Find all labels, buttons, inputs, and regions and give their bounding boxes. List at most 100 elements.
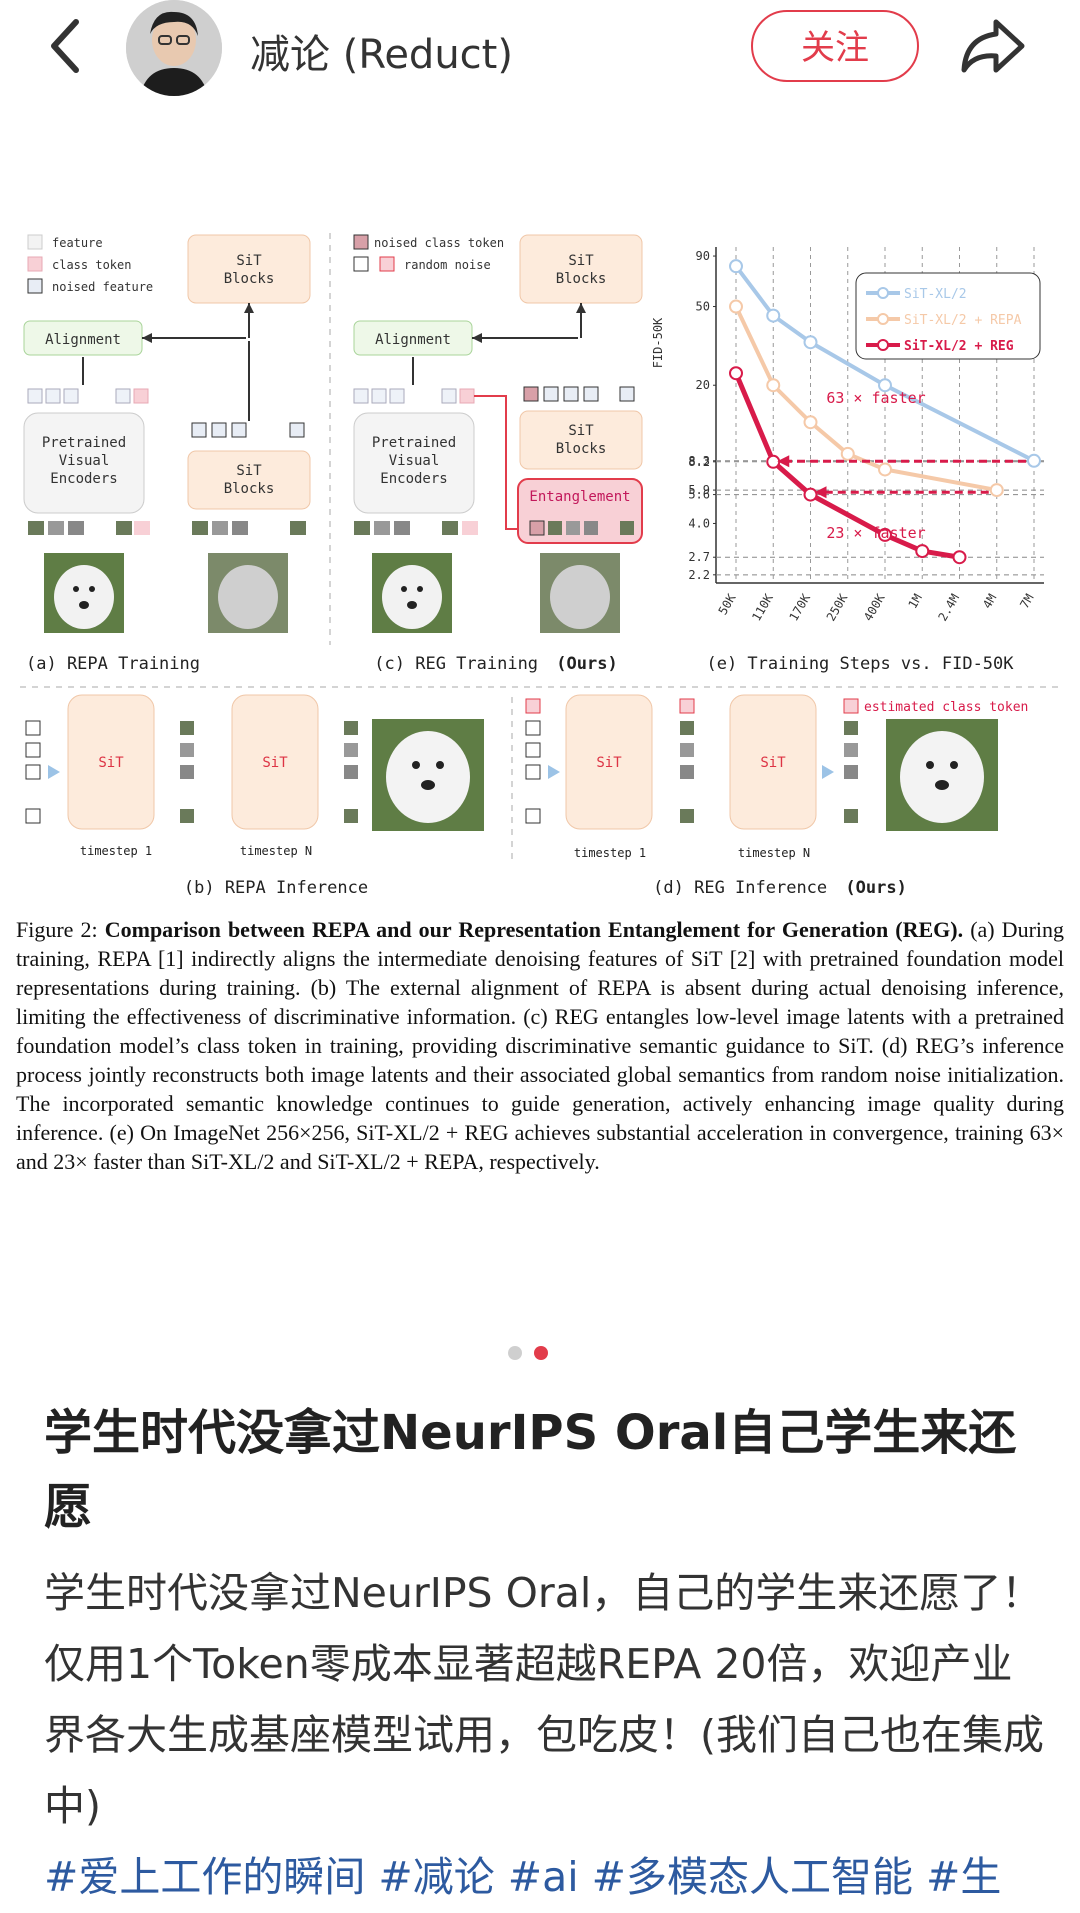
post-tags[interactable]: #爱上工作的瞬间 #减论 #ai #多模态人工智能 #生 xyxy=(44,1853,1002,1901)
data-point xyxy=(952,550,967,565)
share-button[interactable] xyxy=(956,14,1028,78)
svg-text:SiT: SiT xyxy=(760,755,786,771)
data-point xyxy=(766,378,781,393)
annotation-63x: 63 × faster xyxy=(826,389,925,407)
pager-dot-active[interactable] xyxy=(534,1346,548,1360)
data-point xyxy=(729,366,743,381)
y-tick-label: 50 xyxy=(696,300,710,314)
pager-dot[interactable] xyxy=(508,1346,522,1360)
y-tick-label: 4.0 xyxy=(688,516,710,530)
data-point xyxy=(840,446,855,461)
x-tick-label: 7M xyxy=(1017,592,1036,612)
dog-image-noised-a xyxy=(208,553,288,633)
svg-text:Pretrained: Pretrained xyxy=(372,435,456,451)
dog-image-a xyxy=(44,553,124,633)
arrow-head-63x xyxy=(777,455,790,468)
svg-text:Blocks: Blocks xyxy=(556,441,607,457)
y-tick-label: 2.7 xyxy=(688,550,710,564)
chevron-left-icon xyxy=(51,19,79,73)
data-point xyxy=(766,308,781,323)
entanglement-label: Entanglement xyxy=(529,489,630,505)
y-tick-label: 8.2 xyxy=(688,455,710,469)
svg-text:(d) REG Inference (Ours): (d) REG Inference (Ours) xyxy=(653,878,907,898)
username[interactable]: 减论 (Reduct) xyxy=(250,32,513,78)
svg-text:SiT: SiT xyxy=(262,755,288,771)
svg-text:Blocks: Blocks xyxy=(224,271,275,287)
legend-a: feature class token noised feature xyxy=(27,234,153,294)
svg-text:SiT: SiT xyxy=(98,755,124,771)
top-bar: 减论 (Reduct) 关注 xyxy=(0,0,1080,96)
series-line xyxy=(734,305,998,493)
svg-text:SiT: SiT xyxy=(568,423,594,439)
timestep-1-b: timestep 1 xyxy=(80,844,152,858)
y-tick-label: 20 xyxy=(696,378,710,392)
svg-text:Alignment: Alignment xyxy=(375,332,451,348)
svg-text:Blocks: Blocks xyxy=(224,481,275,497)
svg-text:Encoders: Encoders xyxy=(380,471,447,487)
legend-c: noised class token random noise xyxy=(353,234,504,272)
follow-button[interactable]: 关注 xyxy=(751,10,919,82)
data-point xyxy=(878,378,892,393)
reg-inference: SiT SiT estimated class token timestep 1… xyxy=(525,694,1028,860)
data-point xyxy=(989,483,1004,498)
figure-diagram: feature class token noised feature SiT B… xyxy=(16,233,1064,1174)
repa-inference: SiT SiT timestep 1 timestep N xyxy=(25,694,484,858)
svg-text:SiT: SiT xyxy=(596,755,622,771)
svg-text:Encoders: Encoders xyxy=(50,471,117,487)
legend-feature: feature xyxy=(52,236,103,250)
y-tick-label: 5.9 xyxy=(688,483,710,497)
data-point xyxy=(878,462,892,477)
share-icon xyxy=(961,19,1025,73)
timestep-n-b: timestep N xyxy=(240,844,312,858)
svg-text:SiT: SiT xyxy=(236,463,262,479)
legend-class-token: class token xyxy=(52,258,131,272)
chart-legend: SiT-XL/2 SiT-XL/2 + REPA SiT-XL/2 + REG xyxy=(855,272,1041,360)
back-button[interactable] xyxy=(40,14,96,78)
pretrained-encoders-a: Pretrained xyxy=(42,435,126,451)
data-point xyxy=(803,335,818,350)
timestep-n-d: timestep N xyxy=(738,846,810,860)
y-tick-label: 8.3 xyxy=(688,454,710,468)
svg-text:random noise: random noise xyxy=(404,258,491,272)
post-image[interactable]: feature class token noised feature SiT B… xyxy=(0,225,1080,1235)
caption-e: (e) Training Steps vs. FID-50K xyxy=(706,654,1014,674)
post-body: 学生时代没拿过NeurIPS Oral，自己的学生来还愿了！仅用1个Token零… xyxy=(44,1569,1044,1830)
data-point xyxy=(729,299,743,314)
y-axis-label: FID-50K xyxy=(651,317,665,368)
image-pager xyxy=(508,1346,572,1362)
avatar-icon xyxy=(126,0,222,96)
annotation-23x: 23 × faster xyxy=(826,524,925,542)
legend-repa: SiT-XL/2 + REPA xyxy=(904,313,1022,328)
figure-caption: Figure 2: Comparison between REPA and ou… xyxy=(16,917,1064,1174)
legend-reg: SiT-XL/2 + REG xyxy=(904,339,1014,354)
timestep-1-d: timestep 1 xyxy=(574,846,646,860)
y-tick-label: 90 xyxy=(696,249,710,263)
estimated-class-token: estimated class token xyxy=(864,700,1028,715)
data-point xyxy=(878,527,892,542)
data-point xyxy=(729,259,743,274)
x-tick-label: 4M xyxy=(980,592,999,612)
svg-text:noised class token: noised class token xyxy=(374,236,504,250)
data-point xyxy=(915,544,930,559)
post-title: 学生时代没拿过NeurIPS Oral自己学生来还愿 xyxy=(44,1405,1017,1535)
legend-noised-feature: noised feature xyxy=(52,280,153,294)
arrow-head-23x xyxy=(814,486,827,499)
data-point xyxy=(803,415,818,430)
y-tick-label: 2.2 xyxy=(688,568,710,582)
sit-blocks-a-label: SiT xyxy=(236,253,262,269)
alignment-a: Alignment xyxy=(45,332,121,348)
caption-b: (b) REPA Inference xyxy=(184,878,368,898)
svg-text:(c) REG Training (Ours): (c) REG Training (Ours) xyxy=(374,654,617,674)
avatar[interactable] xyxy=(126,0,222,96)
data-point xyxy=(766,454,781,469)
svg-text:Visual: Visual xyxy=(389,453,440,469)
svg-text:SiT: SiT xyxy=(568,253,594,269)
dog-image-noised-c xyxy=(540,553,620,633)
y-tick-label: 5.6 xyxy=(688,488,710,502)
caption-a: (a) REPA Training xyxy=(26,654,200,674)
dog-image-c xyxy=(372,553,452,633)
data-point xyxy=(803,487,818,502)
caption-c: (c) REG Training xyxy=(374,654,538,674)
x-tick-label: 1M xyxy=(905,592,924,612)
